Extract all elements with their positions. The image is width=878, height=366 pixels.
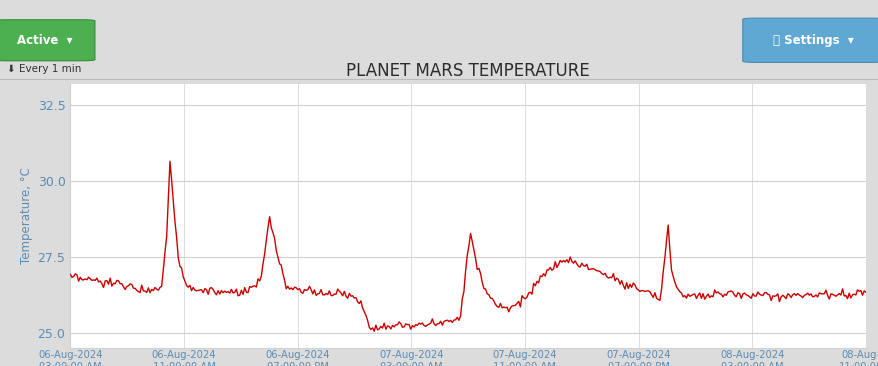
Text: Active  ▾: Active ▾ — [17, 34, 72, 47]
Text: 🔧 Settings  ▾: 🔧 Settings ▾ — [772, 34, 853, 47]
FancyBboxPatch shape — [742, 18, 878, 62]
Title: PLANET MARS TEMPERATURE: PLANET MARS TEMPERATURE — [346, 62, 589, 80]
FancyBboxPatch shape — [0, 20, 95, 61]
Y-axis label: Temperature, °C: Temperature, °C — [20, 168, 33, 264]
Text: ⬇ Every 1 min: ⬇ Every 1 min — [7, 64, 82, 74]
